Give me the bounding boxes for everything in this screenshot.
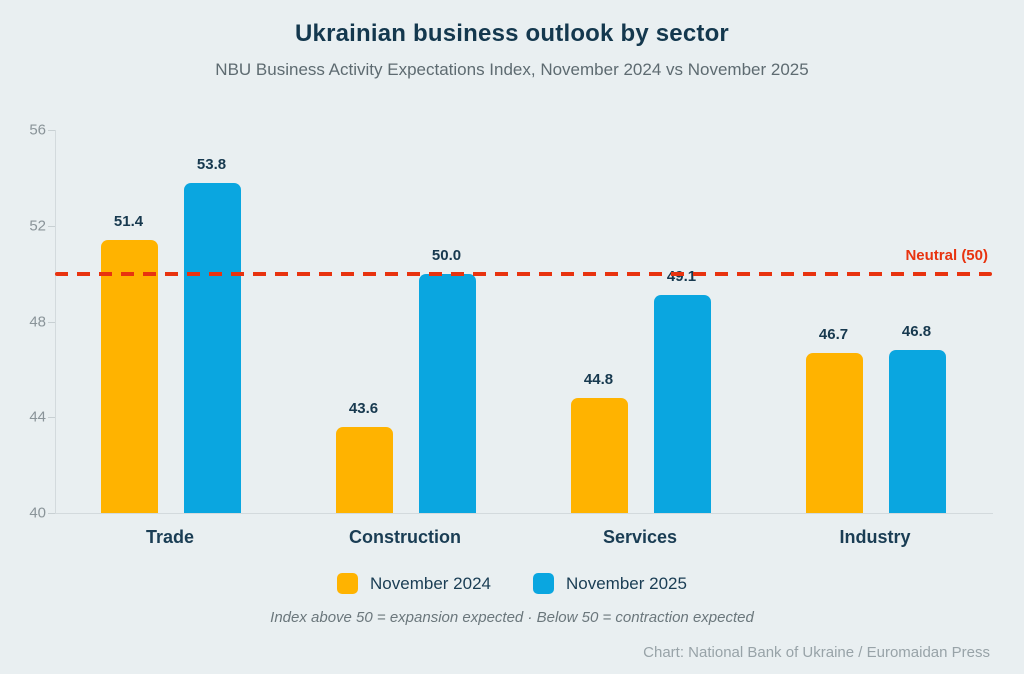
legend-swatch-november-2024-icon	[337, 573, 359, 594]
category-label-industry: Industry	[839, 527, 911, 547]
value-label-services-november-2024: 44.8	[583, 371, 614, 389]
bar-industry-november-2024	[806, 352, 863, 513]
footnote: Index above 50 = expansion expected · Be…	[270, 609, 754, 626]
value-label-construction-november-2025: 50.0	[431, 246, 462, 264]
chart-title: Ukrainian business outlook by sector	[295, 20, 729, 47]
category-label-construction: Construction	[349, 527, 461, 547]
legend-label-november-2025: November 2025	[566, 573, 687, 593]
bar-services-november-2025	[654, 295, 711, 513]
y-tick-label-52: 52	[29, 217, 46, 235]
legend-label-november-2024: November 2024	[370, 573, 491, 593]
value-label-construction-november-2024: 43.6	[348, 399, 379, 417]
y-tick-label-48: 48	[29, 313, 46, 330]
legend-item-november-2025: November 2025	[533, 573, 687, 594]
category-label-services: Services	[602, 527, 678, 547]
y-tick-mark	[48, 513, 55, 514]
y-tick-mark	[48, 130, 55, 131]
value-label-trade-november-2024: 51.4	[113, 213, 144, 231]
bar-construction-november-2024	[336, 426, 393, 513]
category-label-trade: Trade	[145, 527, 195, 547]
bar-trade-november-2025	[184, 182, 241, 513]
value-label-trade-november-2025: 53.8	[196, 155, 227, 173]
plot-area	[55, 130, 993, 514]
source-credit: Chart: National Bank of Ukraine / Euroma…	[643, 644, 990, 661]
bar-services-november-2024	[571, 398, 628, 513]
bar-industry-november-2025	[889, 350, 946, 513]
y-tick-mark	[48, 417, 55, 419]
legend: November 2024 November 2025	[0, 573, 1024, 594]
y-tick-label-44: 44	[29, 408, 46, 426]
legend-swatch-november-2025-icon	[533, 573, 554, 594]
legend-item-november-2024: November 2024	[337, 573, 491, 594]
y-tick-label-56: 56	[29, 121, 46, 139]
bar-construction-november-2025	[419, 273, 476, 513]
value-label-industry-november-2025: 46.8	[901, 323, 932, 341]
bar-trade-november-2024	[101, 240, 158, 513]
y-tick-mark	[48, 321, 55, 323]
y-tick-label-40: 40	[29, 504, 46, 522]
neutral-line-label: Neutral (50)	[905, 247, 988, 264]
value-label-services-november-2025: 49.1	[666, 268, 697, 286]
value-label-industry-november-2024: 46.7	[818, 325, 849, 343]
y-tick-mark	[48, 225, 55, 227]
neutral-reference-line	[55, 271, 992, 276]
chart-subtitle: NBU Business Activity Expectations Index…	[215, 60, 809, 79]
